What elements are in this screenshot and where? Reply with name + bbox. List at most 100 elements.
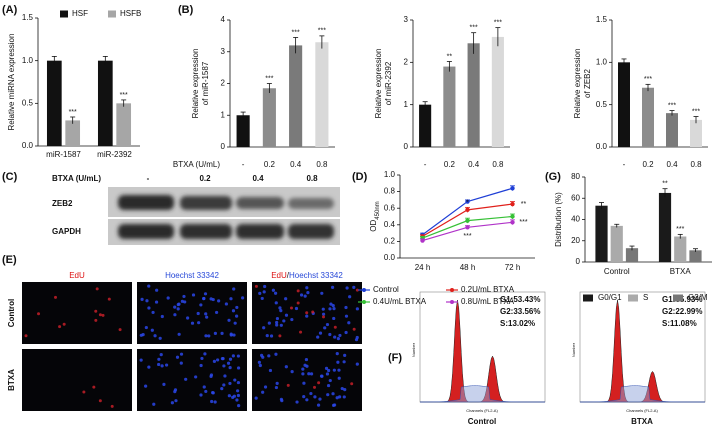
bar xyxy=(467,43,480,147)
nucleus xyxy=(222,383,226,387)
edu-nucleus xyxy=(98,313,102,317)
nucleus xyxy=(205,315,209,319)
y-tick-label: 0.5 xyxy=(596,100,608,109)
nucleus xyxy=(144,384,148,388)
bar xyxy=(315,42,329,147)
edu-nucleus xyxy=(305,311,309,315)
legend-swatch xyxy=(583,294,593,302)
x-tick-label: 0.8 xyxy=(690,160,702,169)
flow-label: BTXA xyxy=(631,417,653,426)
nucleus xyxy=(233,321,237,325)
nucleus xyxy=(355,362,359,366)
edu-nucleus xyxy=(289,306,293,310)
nucleus xyxy=(173,390,177,394)
edu-nucleus xyxy=(322,315,326,319)
nucleus xyxy=(331,392,335,396)
edu-nucleus xyxy=(278,334,282,338)
nucleus xyxy=(224,302,228,306)
marker xyxy=(465,199,470,204)
edu-nucleus xyxy=(98,399,102,403)
nucleus xyxy=(332,368,336,372)
flow-stat: G2:33.56% xyxy=(500,307,540,316)
nucleus xyxy=(332,316,336,321)
y-axis-label: of ZEB2 xyxy=(583,69,592,98)
flow-x-label: Channels (FL2-A) xyxy=(626,408,658,413)
bar xyxy=(443,66,456,147)
significance-label: *** xyxy=(494,19,502,26)
nucleus xyxy=(340,386,344,391)
nucleus xyxy=(284,365,288,369)
nucleus xyxy=(325,372,330,376)
nucleus xyxy=(214,310,219,315)
nucleus xyxy=(335,352,339,356)
panel-label: (F) xyxy=(388,352,402,364)
edu-nucleus xyxy=(94,318,98,322)
y-axis-label-sub: 450nm xyxy=(375,201,381,219)
lane-label: 0.4 xyxy=(252,174,264,183)
nucleus xyxy=(279,323,283,327)
nucleus xyxy=(180,299,184,303)
nucleus xyxy=(186,316,190,320)
nucleus xyxy=(330,285,335,290)
legend-label: 0.8U/mL BTXA xyxy=(461,297,515,306)
nucleus xyxy=(305,314,309,318)
significance-label: *** xyxy=(668,102,676,109)
column-title-part: EdU xyxy=(271,271,287,280)
nucleus xyxy=(227,318,231,322)
x-tick-label: 48 h xyxy=(460,263,476,272)
nucleus xyxy=(263,284,267,289)
flow-y-label: Number xyxy=(411,342,416,357)
micrograph xyxy=(137,282,247,344)
nucleus xyxy=(220,387,224,391)
nucleus xyxy=(228,381,232,386)
y-tick-label: 0.5 xyxy=(22,98,34,107)
y-tick-label: 1.5 xyxy=(22,13,34,22)
bar xyxy=(689,250,702,262)
significance-label: * xyxy=(466,200,469,207)
nucleus xyxy=(157,357,161,361)
nucleus xyxy=(321,312,326,316)
nucleus xyxy=(231,395,235,399)
y-tick-label: 0.0 xyxy=(596,142,608,151)
legend-label: HSFB xyxy=(120,9,141,18)
y-tick-label: 0 xyxy=(221,142,226,151)
nucleus xyxy=(268,368,273,373)
nucleus xyxy=(202,385,206,389)
edu-nucleus xyxy=(95,287,99,291)
nucleus xyxy=(260,296,264,301)
nucleus xyxy=(328,307,332,311)
nucleus xyxy=(295,400,299,404)
legend-label: G2/M xyxy=(688,293,708,302)
y-tick-label: 1.0 xyxy=(384,170,396,179)
bar xyxy=(262,88,276,147)
nucleus xyxy=(213,331,217,336)
significance-label: *** xyxy=(292,29,300,36)
edu-nucleus xyxy=(311,310,315,314)
nucleus xyxy=(141,333,145,337)
bar xyxy=(690,119,702,147)
nucleus xyxy=(235,398,239,402)
panel-label: (G) xyxy=(545,171,561,183)
nucleus xyxy=(190,321,195,325)
nucleus xyxy=(354,338,359,342)
nucleus xyxy=(331,403,336,407)
nucleus xyxy=(204,334,208,338)
y-axis-label: Relative expression xyxy=(191,49,200,119)
panel-label: (D) xyxy=(352,171,368,183)
nucleus xyxy=(229,297,233,301)
row-label: Control xyxy=(7,299,16,327)
edu-nucleus xyxy=(350,382,354,386)
flow-stat: G2:22.99% xyxy=(662,307,702,316)
marker xyxy=(510,214,515,219)
y-axis-label-main: Relative miRNA expression xyxy=(7,34,16,131)
y-tick-label: 1.0 xyxy=(596,57,608,66)
flow-label: Control xyxy=(468,417,496,426)
nucleus xyxy=(267,321,271,325)
nucleus xyxy=(275,323,279,327)
bar xyxy=(289,45,303,147)
nucleus xyxy=(280,399,284,403)
nucleus xyxy=(159,353,163,357)
legend-swatch xyxy=(60,10,68,18)
nucleus xyxy=(237,404,241,408)
nucleus xyxy=(217,299,221,303)
